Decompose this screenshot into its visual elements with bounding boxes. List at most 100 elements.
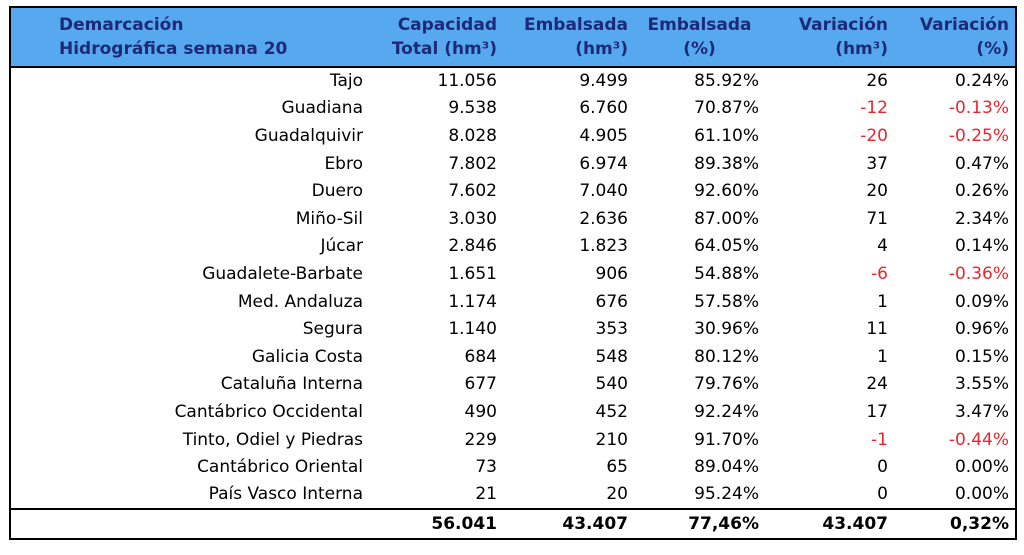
totals-embalsada: 43.407 [503,507,634,539]
cell-variacion: -6 [871,263,888,284]
cell-demarcacion: Cantábrico Oriental [197,457,363,478]
cell-variacion: 0 [877,484,888,505]
cell-demarcacion: Tajo [329,71,363,92]
table-row: Guadalete-Barbate 1.651 906 54.88% -6 -0.36% [10,260,1016,288]
cell-embalsada: 6.974 [579,153,628,174]
cell-capacidad: 1.174 [448,291,497,312]
cell-embalsada-pct: 85.92% [694,71,759,92]
cell-embalsada: 65 [606,457,628,478]
cell-variacion: 37 [866,153,888,174]
cell-variacion-pct: 3.55% [954,374,1009,395]
header-embalsada-hm3: Embalsada (hm³) [503,7,634,68]
cell-embalsada-pct: 95.24% [694,484,759,505]
cell-variacion: 1 [877,346,888,367]
table-row: Guadalquivir 8.028 4.905 61.10% -20 -0.25% [10,122,1016,150]
cell-variacion-pct: -0.25% [948,125,1009,146]
cell-embalsada-pct: 92.60% [694,181,759,202]
table-row: Cantábrico Occidental 490 452 92.24% 17 3.47% [10,398,1016,426]
cell-embalsada-pct: 92.24% [694,401,759,422]
cell-embalsada-pct: 80.12% [694,346,759,367]
cell-capacidad: 7.602 [448,181,497,202]
cell-variacion-pct: 0.24% [954,71,1009,92]
reservoir-table: Demarcación Hidrográfica semana 20 Capaci… [9,6,1017,540]
cell-embalsada: 6.760 [579,98,628,119]
table-row: Júcar 2.846 1.823 64.05% 4 0.14% [10,233,1016,261]
table-row: Ebro 7.802 6.974 89.38% 37 0.47% [10,150,1016,178]
cell-variacion: 26 [866,71,888,92]
cell-embalsada-pct: 57.58% [694,291,759,312]
cell-embalsada-pct: 70.87% [694,98,759,119]
table-row: Duero 7.602 7.040 92.60% 20 0.26% [10,177,1016,205]
cell-capacidad: 3.030 [448,208,497,229]
table-header: Demarcación Hidrográfica semana 20 Capaci… [10,7,1016,68]
cell-demarcacion: Cataluña Interna [220,374,363,395]
cell-capacidad: 2.846 [448,236,497,257]
table-row: Galicia Costa 684 548 80.12% 1 0.15% [10,343,1016,371]
cell-demarcacion: Júcar [320,236,363,257]
cell-demarcacion: Guadalete-Barbate [202,263,363,284]
cell-variacion: 20 [866,181,888,202]
totals-capacidad: 56.041 [371,507,503,539]
cell-demarcacion: Miño-Sil [295,208,363,229]
cell-capacidad: 7.802 [448,153,497,174]
totals-label [10,507,371,539]
table-row: País Vasco Interna 21 20 95.24% 0 0.00% [10,481,1016,509]
cell-embalsada-pct: 61.10% [694,125,759,146]
cell-variacion: -1 [871,429,888,450]
cell-embalsada-pct: 91.70% [694,429,759,450]
cell-variacion: 24 [866,374,888,395]
cell-variacion: 0 [877,457,888,478]
header-embalsada-pct: Embalsada (%) [634,7,765,68]
cell-demarcacion: Tinto, Odiel y Piedras [182,429,363,450]
cell-variacion: 1 [877,291,888,312]
cell-variacion-pct: 0.14% [954,236,1009,257]
cell-demarcacion: Duero [311,181,363,202]
cell-variacion: -12 [860,98,888,119]
cell-demarcacion: Med. Andaluza [237,291,363,312]
table-row: Tajo 11.056 9.499 85.92% 26 0.24% [10,67,1016,95]
cell-embalsada: 540 [595,374,628,395]
cell-capacidad: 229 [464,429,497,450]
cell-variacion: 17 [866,401,888,422]
cell-demarcacion: País Vasco Interna [208,484,363,505]
totals-variacion-pct: 0,32% [894,507,1016,539]
cell-embalsada-pct: 89.38% [694,153,759,174]
cell-embalsada: 20 [606,484,628,505]
cell-variacion-pct: -0.13% [948,98,1009,119]
table-row: Cataluña Interna 677 540 79.76% 24 3.55% [10,371,1016,399]
cell-embalsada-pct: 79.76% [694,374,759,395]
table-row: Segura 1.140 353 30.96% 11 0.96% [10,315,1016,343]
cell-embalsada: 4.905 [579,125,628,146]
header-demarcacion: Demarcación Hidrográfica semana 20 [10,7,371,68]
cell-embalsada: 548 [595,346,628,367]
cell-variacion-pct: 0.00% [954,484,1009,505]
cell-embalsada: 676 [595,291,628,312]
cell-capacidad: 677 [464,374,497,395]
cell-embalsada: 906 [595,263,628,284]
cell-embalsada-pct: 89.04% [694,457,759,478]
cell-capacidad: 1.651 [448,263,497,284]
cell-embalsada: 452 [595,401,628,422]
header-variacion-hm3: Variación (hm³) [765,7,894,68]
cell-variacion-pct: 0.09% [954,291,1009,312]
cell-embalsada: 9.499 [579,71,628,92]
cell-embalsada-pct: 87.00% [694,208,759,229]
totals-variacion: 43.407 [765,507,894,539]
cell-variacion-pct: 2.34% [954,208,1009,229]
cell-variacion: 11 [866,319,888,340]
cell-embalsada: 1.823 [579,236,628,257]
header-row: Demarcación Hidrográfica semana 20 Capaci… [10,7,1016,68]
cell-demarcacion: Cantábrico Occidental [174,401,363,422]
cell-embalsada: 2.636 [579,208,628,229]
cell-embalsada-pct: 30.96% [694,319,759,340]
table-footer: 56.041 43.407 77,46% 43.407 0,32% [10,507,1016,539]
cell-embalsada-pct: 64.05% [694,236,759,257]
cell-variacion: -20 [860,125,888,146]
header-capacidad: Capacidad Total (hm³) [371,7,503,68]
cell-demarcacion: Galicia Costa [251,346,363,367]
cell-variacion-pct: -0.36% [948,263,1009,284]
cell-variacion-pct: 0.96% [954,319,1009,340]
cell-embalsada: 353 [595,319,628,340]
cell-variacion-pct: 0.26% [954,181,1009,202]
cell-capacidad: 73 [475,457,497,478]
